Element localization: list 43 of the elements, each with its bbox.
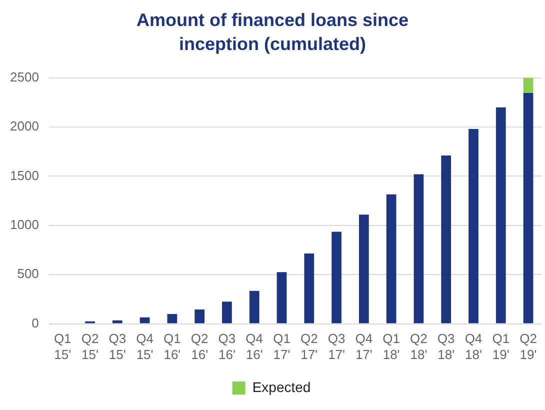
bar [332, 232, 342, 324]
x-tick-label: Q3 15' [108, 331, 126, 362]
x-tick-label: Q3 16' [218, 331, 236, 362]
bar [358, 214, 369, 324]
x-tick-label: Q4 18' [464, 331, 482, 362]
bar [523, 78, 534, 94]
x-tick-label: Q2 18' [410, 331, 428, 362]
x-tick-label: Q1 16' [164, 331, 181, 362]
x-tick-label: Q1 15' [54, 331, 72, 362]
y-tick-label: 500 [17, 266, 39, 282]
bar [468, 128, 478, 324]
y-tick-label: 2000 [10, 118, 39, 134]
x-tick-label: Q2 15' [81, 331, 99, 362]
bar [167, 314, 178, 324]
x-tick-label: Q4 15' [136, 331, 154, 362]
x-tick-label: Q1 19' [492, 331, 510, 362]
x-tick-label: Q3 17' [328, 331, 346, 362]
bar [140, 317, 150, 324]
y-tick-label: 0 [32, 315, 39, 330]
bar [523, 93, 534, 324]
y-tick-label: 2500 [10, 69, 39, 84]
x-tick-label: Q2 19' [520, 331, 537, 362]
bar [414, 174, 424, 324]
x-tick-label: Q2 17' [300, 331, 318, 362]
chart-title: Amount of financed loans since inception (cumulated) [135, 9, 410, 56]
x-tick-label: Q1 17' [273, 331, 290, 362]
bar [222, 302, 232, 324]
x-tick-label: Q2 16' [190, 331, 208, 362]
bar [112, 320, 122, 324]
bar [249, 290, 260, 324]
legend-label: Expected [252, 378, 311, 395]
y-tick-label: 1500 [10, 168, 39, 183]
bar [276, 272, 287, 324]
bar [304, 253, 314, 324]
x-tick-label: Q4 17' [355, 331, 373, 362]
x-tick-label: Q3 18' [437, 331, 455, 362]
x-tick-label: Q1 18' [382, 331, 400, 362]
bar [496, 107, 506, 324]
bar [194, 310, 205, 324]
y-tick-label: 1000 [10, 216, 39, 232]
bar [441, 156, 452, 324]
bar [386, 194, 396, 324]
x-tick-label: Q4 16' [246, 331, 264, 362]
